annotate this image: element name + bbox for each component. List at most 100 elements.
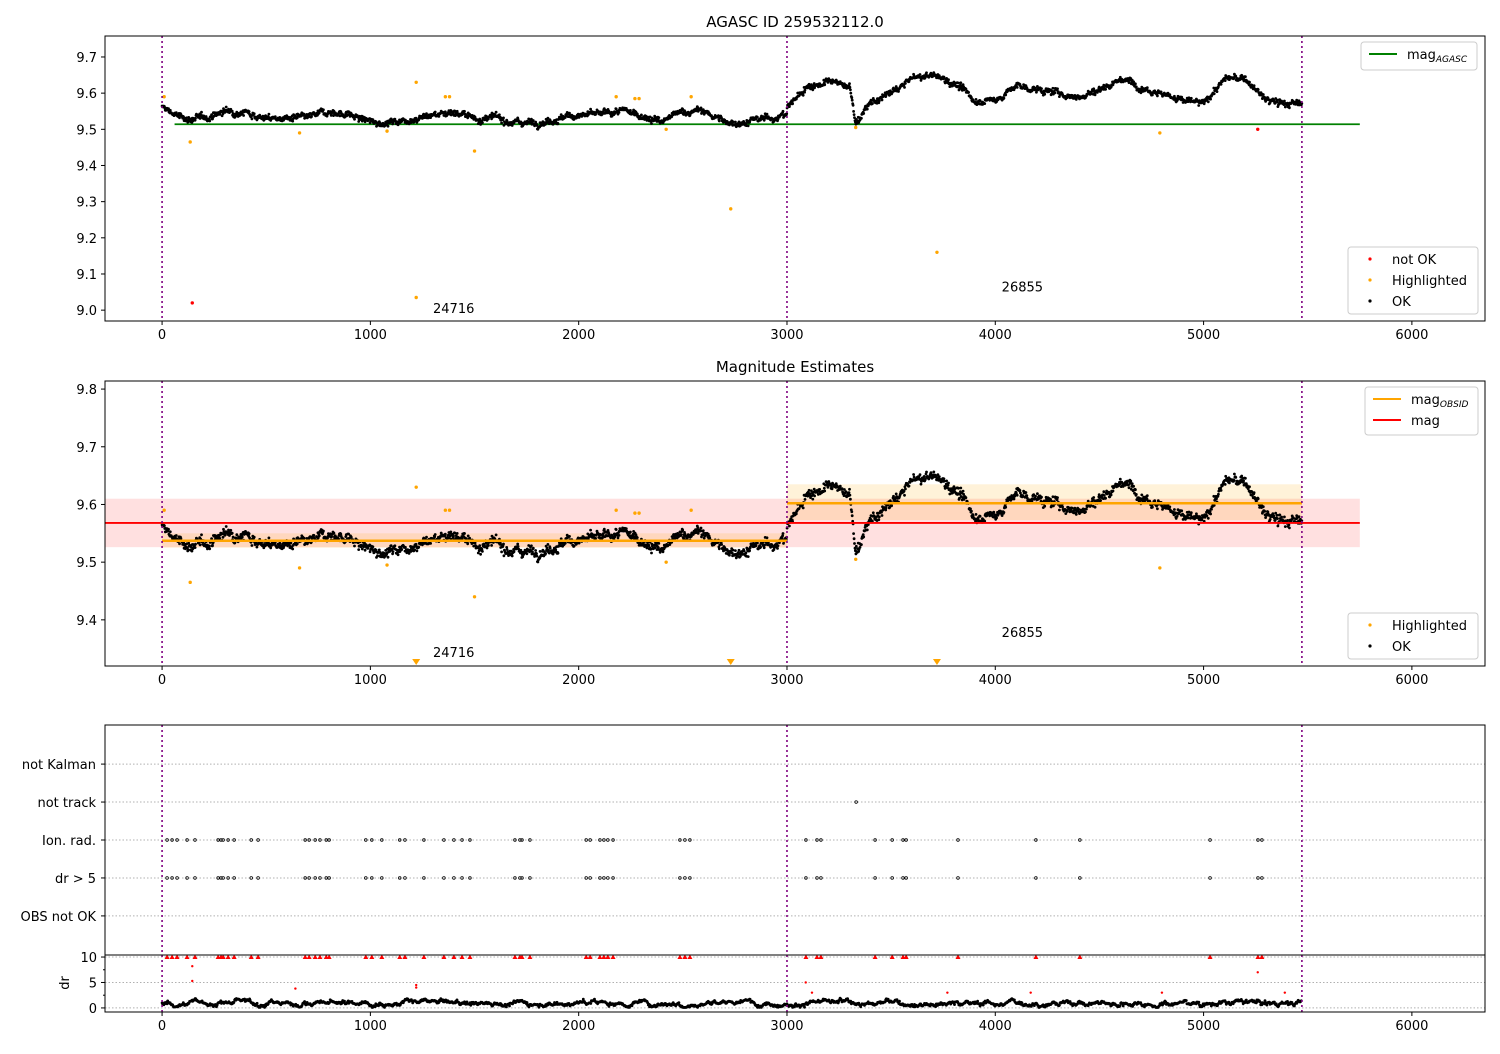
highlighted-point <box>385 129 388 132</box>
ok-point <box>357 548 360 551</box>
ok-point <box>536 555 539 558</box>
ok-point <box>718 547 721 550</box>
ok-point <box>1240 475 1243 478</box>
highlighted-point <box>633 97 636 100</box>
ok-point <box>763 546 766 549</box>
ok-point <box>1233 479 1236 482</box>
ok-point <box>650 552 653 555</box>
ok-point <box>1216 90 1219 93</box>
ok-point <box>1056 87 1059 90</box>
ok-point <box>853 537 856 540</box>
highlighted-point <box>854 126 857 129</box>
ok-point <box>1146 86 1149 89</box>
ok-point <box>1132 485 1135 488</box>
ok-point <box>1283 100 1286 103</box>
ok-point <box>175 534 178 537</box>
x-tick-label: 3000 <box>770 328 803 343</box>
ok-point <box>975 98 978 101</box>
ok-point <box>766 113 769 116</box>
ok-point <box>1213 92 1216 95</box>
ok-point <box>919 73 922 76</box>
ok-point <box>1061 506 1064 509</box>
ok-point <box>1016 86 1019 89</box>
ok-point <box>248 110 251 113</box>
ok-point <box>187 548 190 551</box>
ok-point <box>908 485 911 488</box>
legend-label: OK <box>1392 295 1411 310</box>
ok-point <box>456 110 459 113</box>
ok-point <box>1228 482 1231 485</box>
ok-point <box>1248 81 1251 84</box>
ok-point <box>1190 97 1193 100</box>
ok-point <box>734 549 737 552</box>
ok-point <box>417 546 420 549</box>
ok-point <box>640 114 643 117</box>
ok-point <box>615 108 618 111</box>
ok-point <box>1209 513 1212 516</box>
ok-point <box>1129 480 1132 483</box>
ok-point <box>967 91 970 94</box>
ok-point <box>1119 478 1122 481</box>
ok-point <box>1263 510 1266 513</box>
ok-point <box>791 102 794 105</box>
ok-point <box>1003 511 1006 514</box>
ok-point <box>594 537 597 540</box>
ok-point <box>194 117 197 120</box>
ok-point <box>452 535 455 538</box>
ok-point <box>218 537 221 540</box>
ok-point <box>903 86 906 89</box>
not-ok-point <box>191 301 194 304</box>
ok-point <box>862 112 865 115</box>
ok-point <box>1016 494 1019 497</box>
highlighted-point <box>689 95 692 98</box>
ok-point <box>795 513 798 516</box>
ok-point <box>178 542 181 545</box>
ok-point <box>387 125 390 128</box>
ok-point <box>849 498 852 501</box>
ok-point <box>788 525 791 528</box>
ok-point <box>322 530 325 533</box>
ok-point <box>851 514 854 517</box>
ok-point <box>852 532 855 535</box>
ok-point <box>878 516 881 519</box>
ok-point <box>231 110 234 113</box>
ok-point <box>885 507 888 510</box>
ok-point <box>1156 95 1159 98</box>
ok-point <box>503 554 506 557</box>
ok-point <box>1168 506 1171 509</box>
ok-point <box>866 108 869 111</box>
ok-point <box>1224 79 1227 82</box>
ok-point <box>278 542 281 545</box>
ok-point <box>544 552 547 555</box>
ok-point <box>850 510 853 513</box>
ok-point <box>728 554 731 557</box>
x-tick-label: 5000 <box>1187 328 1220 343</box>
ok-point <box>1156 507 1159 510</box>
ok-point <box>296 542 299 545</box>
ok-point <box>636 536 639 539</box>
ok-point <box>1220 489 1223 492</box>
ok-point <box>1043 93 1046 96</box>
ok-point <box>194 543 197 546</box>
ok-point <box>1209 98 1212 101</box>
highlighted-point <box>664 128 667 131</box>
ok-point <box>208 545 211 548</box>
ok-point <box>1176 515 1179 518</box>
ok-point <box>200 533 203 536</box>
ok-point <box>904 82 907 85</box>
ok-point <box>763 544 766 547</box>
ok-point <box>848 491 851 494</box>
ok-point <box>732 549 735 552</box>
ok-point <box>777 544 780 547</box>
ok-point <box>938 475 941 478</box>
ok-point <box>782 110 785 113</box>
ok-point <box>1140 494 1143 497</box>
ok-point <box>1146 494 1149 497</box>
ok-point <box>1257 497 1260 500</box>
ok-point <box>700 527 703 530</box>
ok-point <box>811 498 814 501</box>
ok-point <box>718 120 721 123</box>
ok-point <box>163 524 166 527</box>
ok-point <box>1025 494 1028 497</box>
